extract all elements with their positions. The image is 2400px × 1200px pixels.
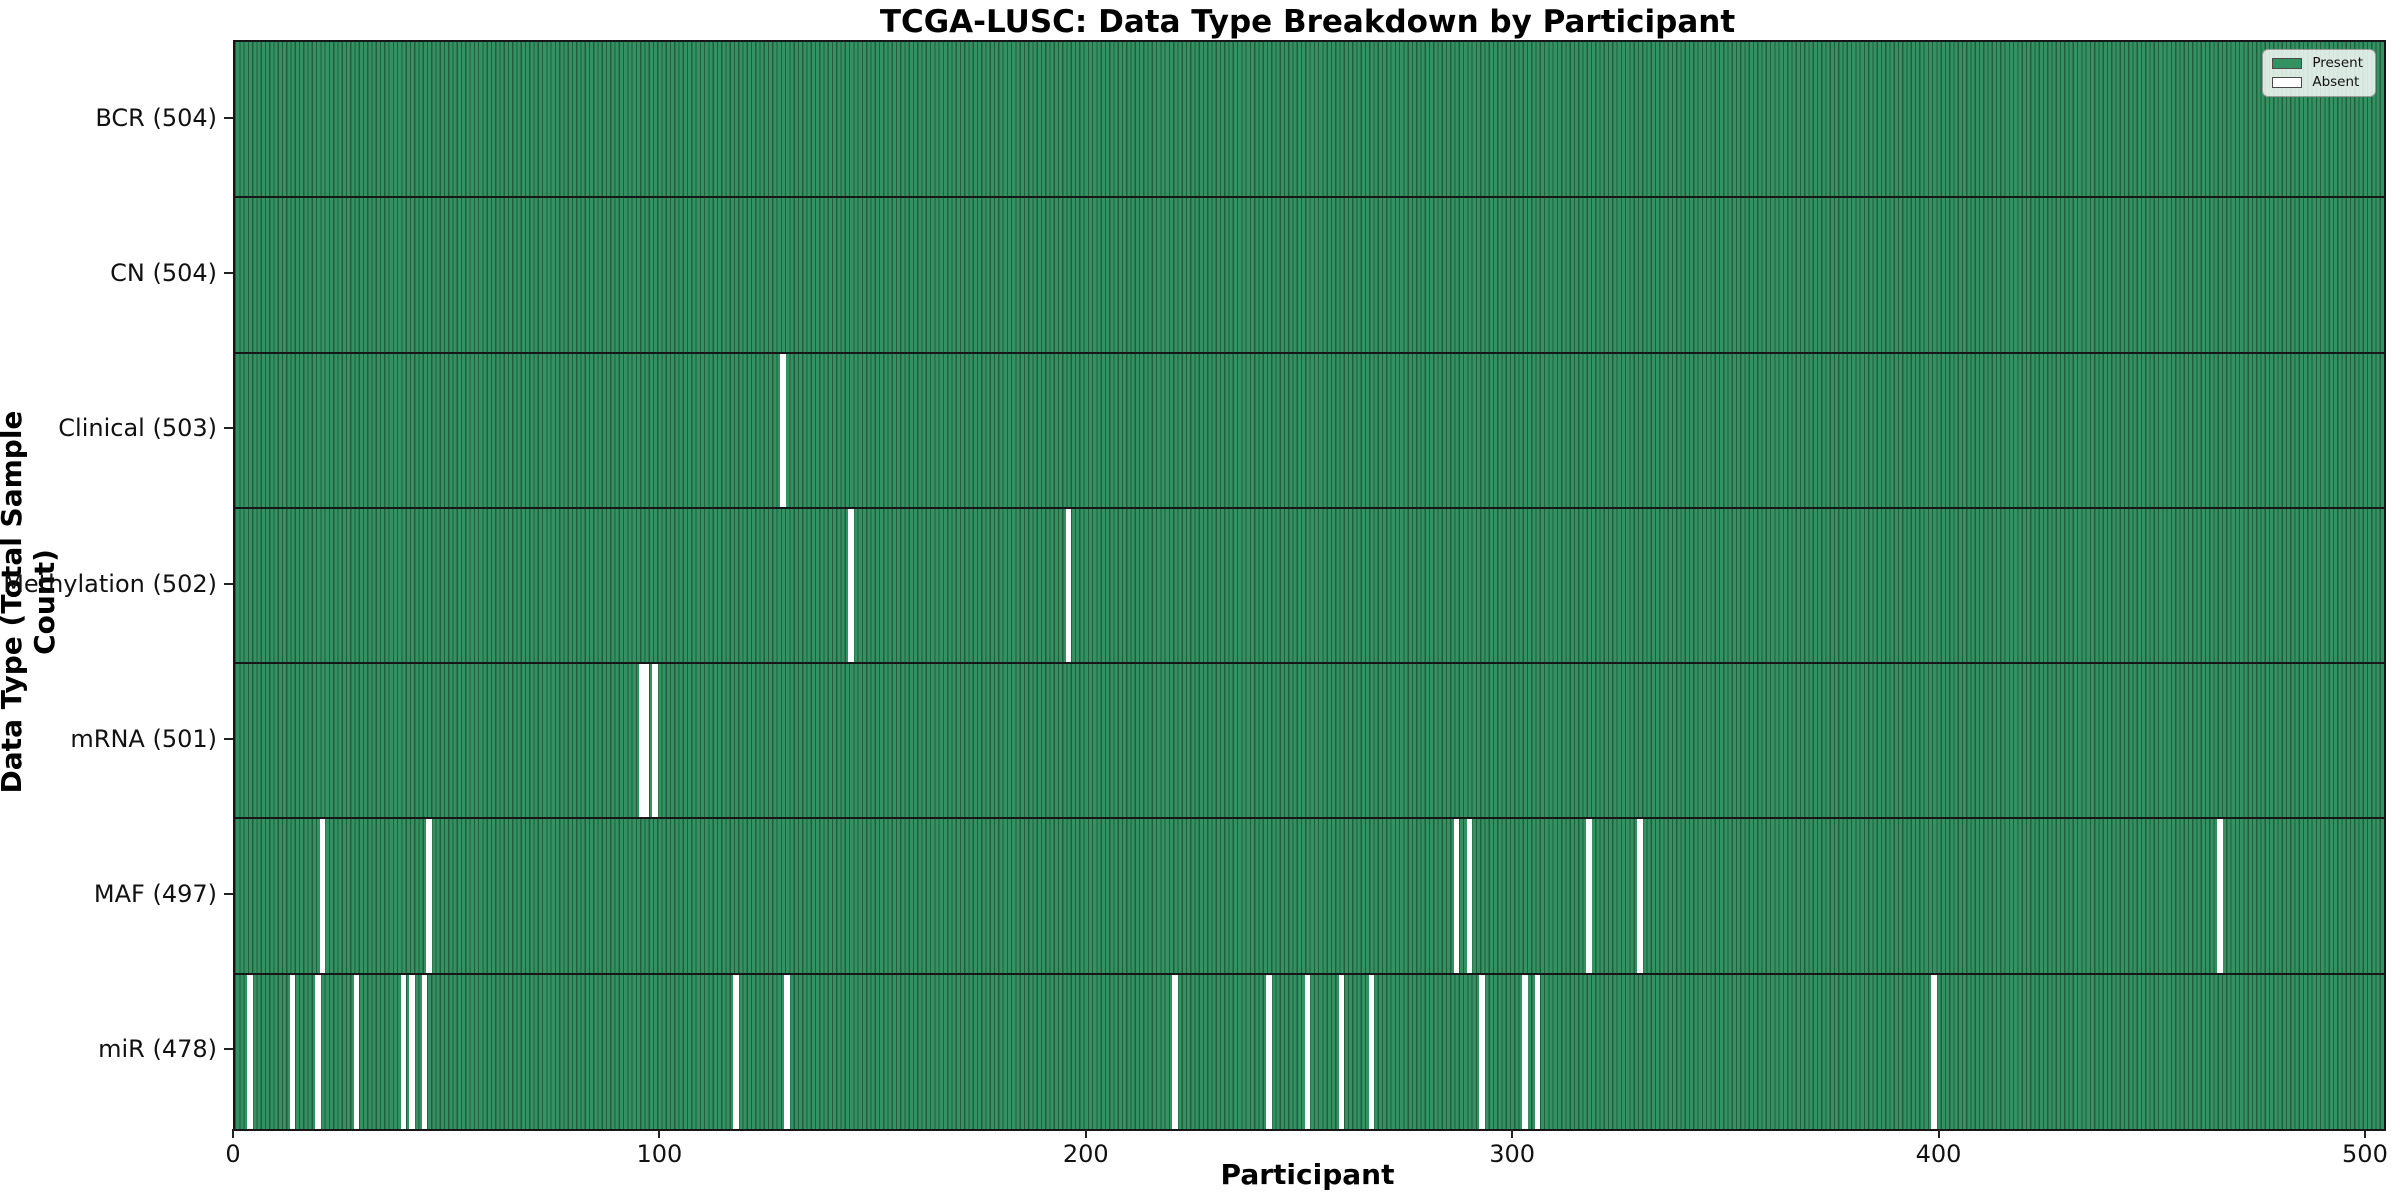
y-tick-label-mrna: mRNA (501) bbox=[70, 724, 217, 753]
absent-swatch bbox=[2272, 76, 2303, 88]
x-axis-label: Participant bbox=[1220, 1158, 1395, 1191]
present-swatch bbox=[2272, 58, 2303, 70]
y-tick-label-cn: CN (504) bbox=[110, 258, 217, 287]
row-mir bbox=[235, 973, 2384, 1129]
legend: Present Absent bbox=[2262, 49, 2376, 97]
absent-gap bbox=[353, 973, 360, 1129]
absent-gap bbox=[315, 973, 321, 1129]
x-tick-label-500: 500 bbox=[2342, 1140, 2388, 1168]
y-tick-mark bbox=[224, 893, 233, 896]
absent-gap bbox=[400, 973, 407, 1129]
row-maf bbox=[235, 818, 2384, 974]
absent-gap bbox=[1586, 818, 1592, 974]
y-tick-label-maf: MAF (497) bbox=[93, 880, 217, 909]
y-tick-mark bbox=[224, 116, 233, 119]
row-bcr bbox=[235, 42, 2384, 198]
plot-area: Present Absent bbox=[233, 40, 2386, 1131]
x-tick-mark bbox=[1511, 1129, 1514, 1138]
absent-gap bbox=[1453, 818, 1460, 974]
x-tick-label-100: 100 bbox=[636, 1140, 683, 1168]
x-tick-mark bbox=[232, 1129, 234, 1138]
y-tick-label-clinical: Clinical (503) bbox=[58, 414, 217, 443]
y-tick-mark bbox=[224, 737, 233, 740]
absent-gap bbox=[247, 973, 253, 1129]
row-separator bbox=[235, 506, 2384, 509]
absent-gap bbox=[426, 818, 432, 974]
row-separator bbox=[235, 196, 2384, 199]
absent-gap bbox=[422, 973, 428, 1129]
absent-gap bbox=[1637, 818, 1643, 974]
absent-gap bbox=[1534, 973, 1541, 1129]
row-methylation bbox=[235, 507, 2384, 664]
absent-gap bbox=[780, 352, 786, 508]
absent-gap bbox=[848, 507, 854, 664]
x-tick-mark bbox=[1084, 1129, 1087, 1138]
y-tick-label-methylation: Methylation (502) bbox=[3, 569, 217, 598]
row-separator bbox=[235, 662, 2384, 665]
x-tick-label-200: 200 bbox=[1062, 1140, 1109, 1168]
legend-label-absent: Absent bbox=[2312, 73, 2360, 90]
x-tick-mark bbox=[1937, 1129, 1940, 1138]
absent-gap bbox=[289, 973, 296, 1129]
absent-gap bbox=[1931, 973, 1937, 1129]
y-tick-mark bbox=[224, 427, 233, 430]
absent-gap bbox=[643, 663, 650, 819]
row-cn bbox=[235, 197, 2384, 353]
absent-gap bbox=[1522, 973, 1528, 1129]
row-separator bbox=[235, 972, 2384, 975]
y-tick-mark bbox=[224, 1048, 233, 1051]
y-tick-mark bbox=[224, 271, 233, 274]
legend-label-present: Present bbox=[2312, 55, 2363, 71]
y-tick-mark bbox=[224, 582, 233, 585]
y-tick-label-mir: miR (478) bbox=[98, 1035, 217, 1064]
absent-gap bbox=[409, 973, 415, 1129]
absent-gap bbox=[319, 818, 326, 974]
y-tick-label-bcr: BCR (504) bbox=[95, 103, 217, 132]
row-clinical bbox=[235, 352, 2384, 508]
x-tick-mark bbox=[658, 1129, 661, 1138]
legend-item-absent: Absent bbox=[2272, 73, 2363, 90]
absent-gap bbox=[1266, 973, 1272, 1129]
x-tick-mark bbox=[2363, 1129, 2366, 1138]
absent-gap bbox=[652, 663, 658, 819]
absent-gap bbox=[1065, 507, 1072, 664]
legend-item-present: Present bbox=[2272, 55, 2363, 71]
absent-gap bbox=[1304, 973, 1311, 1129]
absent-gap bbox=[1172, 973, 1178, 1129]
absent-gap bbox=[639, 663, 645, 819]
x-tick-label-300: 300 bbox=[1489, 1140, 1536, 1168]
absent-gap bbox=[1479, 973, 1485, 1129]
absent-gap bbox=[784, 973, 790, 1129]
absent-gap bbox=[1338, 973, 1345, 1129]
row-mrna bbox=[235, 663, 2384, 819]
x-tick-label-400: 400 bbox=[1915, 1140, 1962, 1168]
absent-gap bbox=[2217, 818, 2223, 974]
row-separator bbox=[235, 817, 2384, 820]
absent-gap bbox=[1368, 973, 1375, 1129]
absent-gap bbox=[733, 973, 739, 1129]
absent-gap bbox=[1466, 818, 1473, 974]
chart-title: TCGA-LUSC: Data Type Breakdown by Partic… bbox=[879, 4, 1736, 40]
row-separator bbox=[235, 351, 2384, 354]
x-tick-label-0: 0 bbox=[225, 1140, 241, 1168]
